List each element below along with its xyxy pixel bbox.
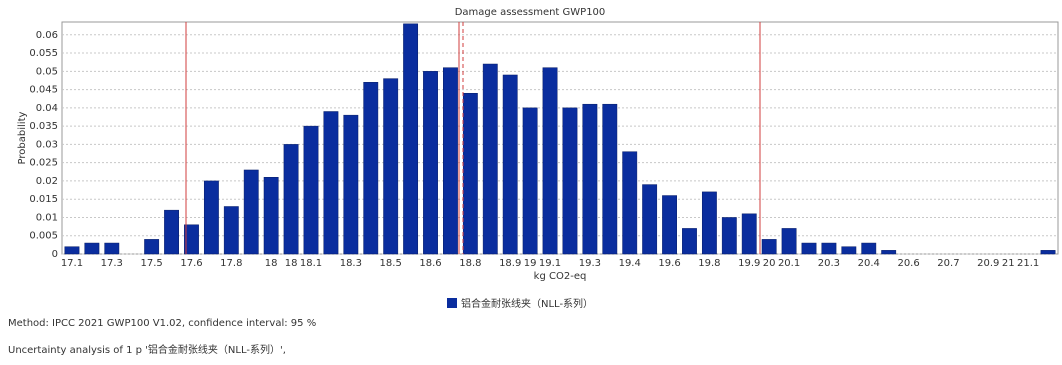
- y-tick-label: 0.055: [29, 48, 58, 59]
- y-tick-label: 0.02: [36, 176, 58, 187]
- bar: [522, 107, 538, 255]
- bar: [642, 184, 658, 255]
- x-tick-label: 18: [285, 258, 298, 269]
- bar: [303, 125, 319, 255]
- y-tick-label: 0.04: [36, 103, 58, 114]
- bar: [1040, 250, 1056, 255]
- bar: [323, 111, 339, 255]
- bar: [343, 114, 359, 255]
- chart-title: Damage assessment GWP100: [455, 7, 606, 18]
- y-tick-label: 0.025: [29, 158, 58, 169]
- x-tick-label: 17.1: [61, 258, 83, 269]
- x-tick-label: 18.5: [380, 258, 402, 269]
- y-tick-label: 0.045: [29, 85, 58, 96]
- y-tick-label: 0.005: [29, 231, 58, 242]
- bar: [622, 151, 638, 255]
- x-tick-label: 21: [1002, 258, 1015, 269]
- bar: [84, 242, 100, 255]
- x-axis-label: kg CO2-eq: [534, 271, 587, 282]
- x-tick-label: 20.7: [937, 258, 959, 269]
- x-tick-label: 17.3: [101, 258, 123, 269]
- bar: [881, 250, 897, 255]
- y-tick-label: 0.01: [36, 212, 58, 223]
- bar: [741, 213, 757, 255]
- x-tick-label: 19.6: [658, 258, 680, 269]
- y-tick-label: 0: [52, 249, 58, 260]
- y-axis-label: Probability: [17, 111, 28, 164]
- y-tick-label: 0.06: [36, 30, 58, 41]
- bar: [562, 107, 578, 255]
- y-tick-label: 0.015: [29, 194, 58, 205]
- x-tick-label: 19.9: [738, 258, 760, 269]
- x-tick-label: 18.8: [459, 258, 481, 269]
- x-tick-label: 20.1: [778, 258, 800, 269]
- bar: [223, 206, 239, 255]
- x-tick-label: 18.3: [340, 258, 362, 269]
- bar: [721, 217, 737, 255]
- bar: [502, 74, 518, 255]
- y-tick-label: 0.03: [36, 139, 58, 150]
- bar: [462, 92, 478, 255]
- bar: [104, 242, 120, 255]
- bar: [682, 228, 697, 255]
- x-tick-label: 18.1: [300, 258, 322, 269]
- x-tick-label: 18: [265, 258, 278, 269]
- x-tick-label: 20.9: [977, 258, 999, 269]
- x-tick-label: 19.4: [619, 258, 641, 269]
- x-tick-label: 18.6: [419, 258, 441, 269]
- bar: [263, 177, 279, 255]
- bar: [383, 78, 399, 255]
- bar: [184, 224, 199, 255]
- bar: [662, 195, 677, 255]
- bar: [482, 63, 498, 255]
- x-tick-label: 20.3: [818, 258, 840, 269]
- x-tick-label: 19: [524, 258, 537, 269]
- footer-text: Method: IPCC 2021 GWP100 V1.02, confiden…: [8, 318, 316, 329]
- bar: [701, 191, 717, 255]
- bar: [542, 67, 558, 255]
- y-tick-label: 0.05: [36, 66, 58, 77]
- bar: [164, 209, 179, 255]
- bar: [861, 242, 877, 255]
- y-tick-label: 0.035: [29, 121, 58, 132]
- bar: [781, 228, 797, 255]
- bar: [403, 23, 419, 255]
- bar: [602, 103, 618, 255]
- bar: [443, 67, 458, 255]
- x-tick-label: 19.1: [539, 258, 561, 269]
- x-tick-label: 17.5: [141, 258, 163, 269]
- bar: [582, 103, 598, 255]
- x-tick-label: 21.1: [1017, 258, 1039, 269]
- bar: [363, 82, 379, 255]
- x-tick-label: 20: [763, 258, 776, 269]
- bar: [761, 239, 777, 255]
- legend-swatch: [447, 298, 457, 308]
- bar: [144, 239, 160, 255]
- bar: [203, 180, 219, 255]
- x-tick-label: 17.8: [220, 258, 242, 269]
- bar: [64, 246, 80, 255]
- x-tick-label: 20.4: [858, 258, 880, 269]
- bar: [841, 246, 857, 255]
- x-tick-label: 17.6: [180, 258, 202, 269]
- bar: [423, 71, 438, 255]
- bar: [821, 242, 837, 255]
- bar: [283, 144, 299, 255]
- footer-text: Uncertainty analysis of 1 p '铝合金耐张线夹（NLL…: [8, 343, 286, 356]
- x-tick-label: 19.8: [698, 258, 720, 269]
- x-tick-label: 18.9: [499, 258, 521, 269]
- x-tick-label: 19.3: [579, 258, 601, 269]
- x-tick-label: 20.6: [897, 258, 919, 269]
- bar: [801, 242, 817, 255]
- bar: [243, 169, 259, 255]
- legend-label: 铝合金耐张线夹（NLL-系列）: [461, 297, 593, 310]
